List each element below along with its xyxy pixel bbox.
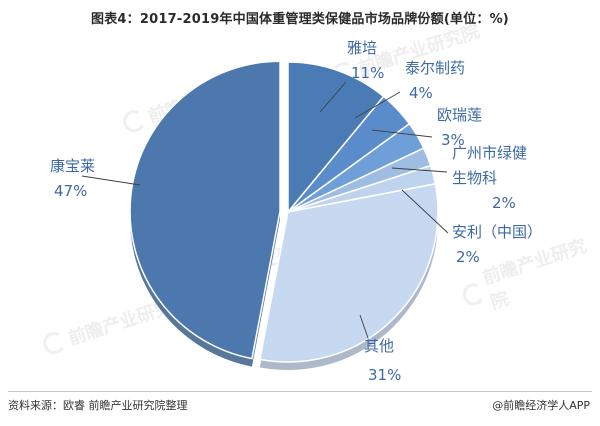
slice-name-label: 生物科 <box>452 169 497 187</box>
pie-slices <box>129 60 439 370</box>
slice-name-label: 安利（中国） <box>452 223 542 241</box>
pie-slice <box>129 60 281 360</box>
slice-value-label: 2% <box>492 194 516 212</box>
slice-value-label: 4% <box>409 84 433 102</box>
credit-note: @前瞻经济学人APP <box>492 399 590 412</box>
slice-value-label: 11% <box>351 64 384 82</box>
pie-slice <box>259 183 439 363</box>
footer-divider <box>8 391 592 392</box>
leader-line <box>354 91 401 119</box>
slice-name-label: 雅培 <box>347 39 377 57</box>
slice-name-label: 其他 <box>364 337 394 355</box>
source-note: 资料来源：欧睿 前瞻产业研究院整理 <box>8 399 188 412</box>
leader-line <box>319 81 347 113</box>
slice-name-label: 欧瑞莲 <box>437 106 482 124</box>
leader-line <box>401 189 449 234</box>
slice-value-label: 2% <box>456 248 480 266</box>
slice-value-label: 3% <box>441 131 465 149</box>
leader-line <box>359 314 369 339</box>
slice-name-label: 泰尔制药 <box>405 59 465 77</box>
leader-line <box>371 129 433 138</box>
chart-title: 图表4：2017-2019年中国体重管理类保健品市场品牌份额(单位：%) <box>91 12 509 27</box>
pie-slice <box>287 61 385 215</box>
leader-line <box>81 175 141 186</box>
slice-name-label: 康宝莱 <box>50 157 95 175</box>
leader-line <box>391 167 448 173</box>
leader-lines <box>81 81 449 339</box>
slice-value-label: 31% <box>368 366 401 384</box>
slice-value-label: 47% <box>54 182 87 200</box>
slice-name-label: 广州市绿健 <box>452 144 527 162</box>
